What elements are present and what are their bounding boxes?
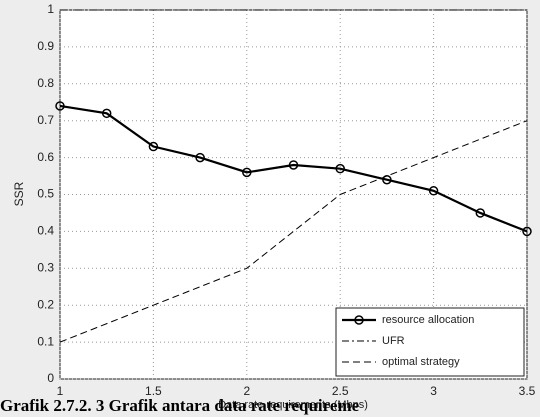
- x-tick-label: 2: [243, 384, 250, 398]
- data-point: [195, 152, 205, 163]
- legend-label: UFR: [382, 335, 405, 347]
- legend-label: optimal strategy: [382, 356, 460, 368]
- y-tick-label: 0.4: [37, 224, 54, 238]
- data-point: [428, 186, 439, 196]
- x-tick-label: 2.5: [332, 384, 349, 398]
- y-tick-label: 0.7: [37, 113, 54, 127]
- data-point: [288, 160, 299, 170]
- series-line: [59, 120, 528, 343]
- y-tick-label: 0.2: [37, 297, 54, 311]
- x-tick-label: 1.5: [145, 384, 162, 398]
- y-tick-label: 0.5: [37, 187, 54, 201]
- data-point: [382, 174, 392, 185]
- y-axis-label: SSR: [12, 181, 26, 206]
- y-tick-label: 0.6: [37, 150, 54, 164]
- y-tick-label: 0.9: [37, 39, 54, 53]
- legend-label: resource allocation: [382, 314, 474, 326]
- data-point: [242, 167, 252, 178]
- x-tick-label: 3: [430, 384, 437, 398]
- data-point: [335, 163, 345, 174]
- y-tick-label: 0.1: [37, 334, 54, 348]
- legend-marker: [354, 315, 364, 325]
- data-point: [55, 101, 65, 111]
- x-tick-label: 1: [57, 384, 64, 398]
- x-axis-label: Data rate requirements (Mbps): [218, 399, 368, 411]
- y-tick-label: 0.3: [37, 260, 54, 274]
- data-point: [101, 108, 112, 119]
- y-tick-label: 0.8: [37, 76, 54, 90]
- x-tick-label: 3.5: [519, 384, 536, 398]
- data-point: [522, 226, 532, 237]
- data-point: [148, 141, 159, 152]
- caption: Grafik 2.7.2. 3 Grafik antara data rate …: [0, 396, 360, 415]
- y-tick-label: 1: [47, 2, 54, 16]
- series-line: [59, 104, 528, 233]
- y-tick-label: 0: [47, 371, 54, 385]
- data-point: [475, 208, 486, 218]
